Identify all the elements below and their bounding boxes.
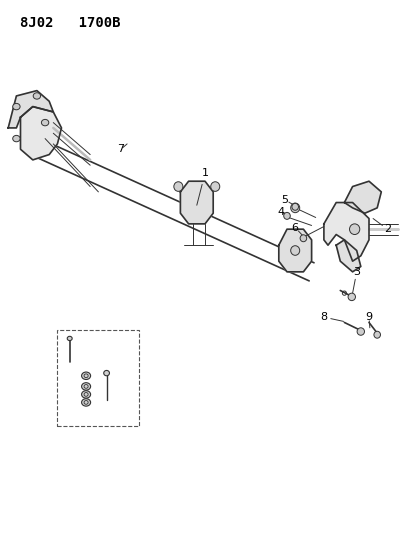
Ellipse shape	[41, 119, 49, 126]
Polygon shape	[180, 181, 213, 224]
Polygon shape	[335, 240, 360, 272]
Ellipse shape	[299, 235, 306, 241]
Ellipse shape	[290, 246, 299, 255]
Ellipse shape	[81, 372, 90, 379]
Text: 5: 5	[281, 195, 288, 205]
Text: 1: 1	[201, 168, 208, 178]
Polygon shape	[278, 229, 311, 272]
Text: 6: 6	[291, 223, 298, 232]
Ellipse shape	[348, 224, 359, 235]
Ellipse shape	[81, 399, 90, 406]
Text: 7: 7	[117, 144, 124, 154]
Text: 3: 3	[352, 267, 360, 277]
Ellipse shape	[283, 213, 290, 220]
Text: 9: 9	[364, 312, 372, 322]
Text: 8J02   1700B: 8J02 1700B	[20, 16, 121, 30]
Ellipse shape	[33, 93, 40, 99]
Ellipse shape	[67, 336, 72, 341]
Text: 8: 8	[319, 312, 327, 322]
Ellipse shape	[173, 182, 182, 191]
Ellipse shape	[81, 383, 90, 390]
Ellipse shape	[291, 204, 298, 211]
Polygon shape	[344, 181, 380, 213]
Ellipse shape	[13, 103, 20, 110]
Ellipse shape	[290, 203, 299, 213]
Ellipse shape	[347, 293, 355, 301]
Bar	[57, 330, 139, 426]
Polygon shape	[20, 107, 61, 160]
Ellipse shape	[81, 391, 90, 398]
Ellipse shape	[13, 135, 20, 142]
Ellipse shape	[103, 370, 109, 376]
Ellipse shape	[373, 331, 380, 338]
Ellipse shape	[356, 328, 364, 335]
Text: 4: 4	[276, 207, 284, 217]
Polygon shape	[8, 91, 53, 128]
Ellipse shape	[210, 182, 219, 191]
Polygon shape	[323, 203, 368, 261]
Text: 2: 2	[383, 224, 390, 234]
